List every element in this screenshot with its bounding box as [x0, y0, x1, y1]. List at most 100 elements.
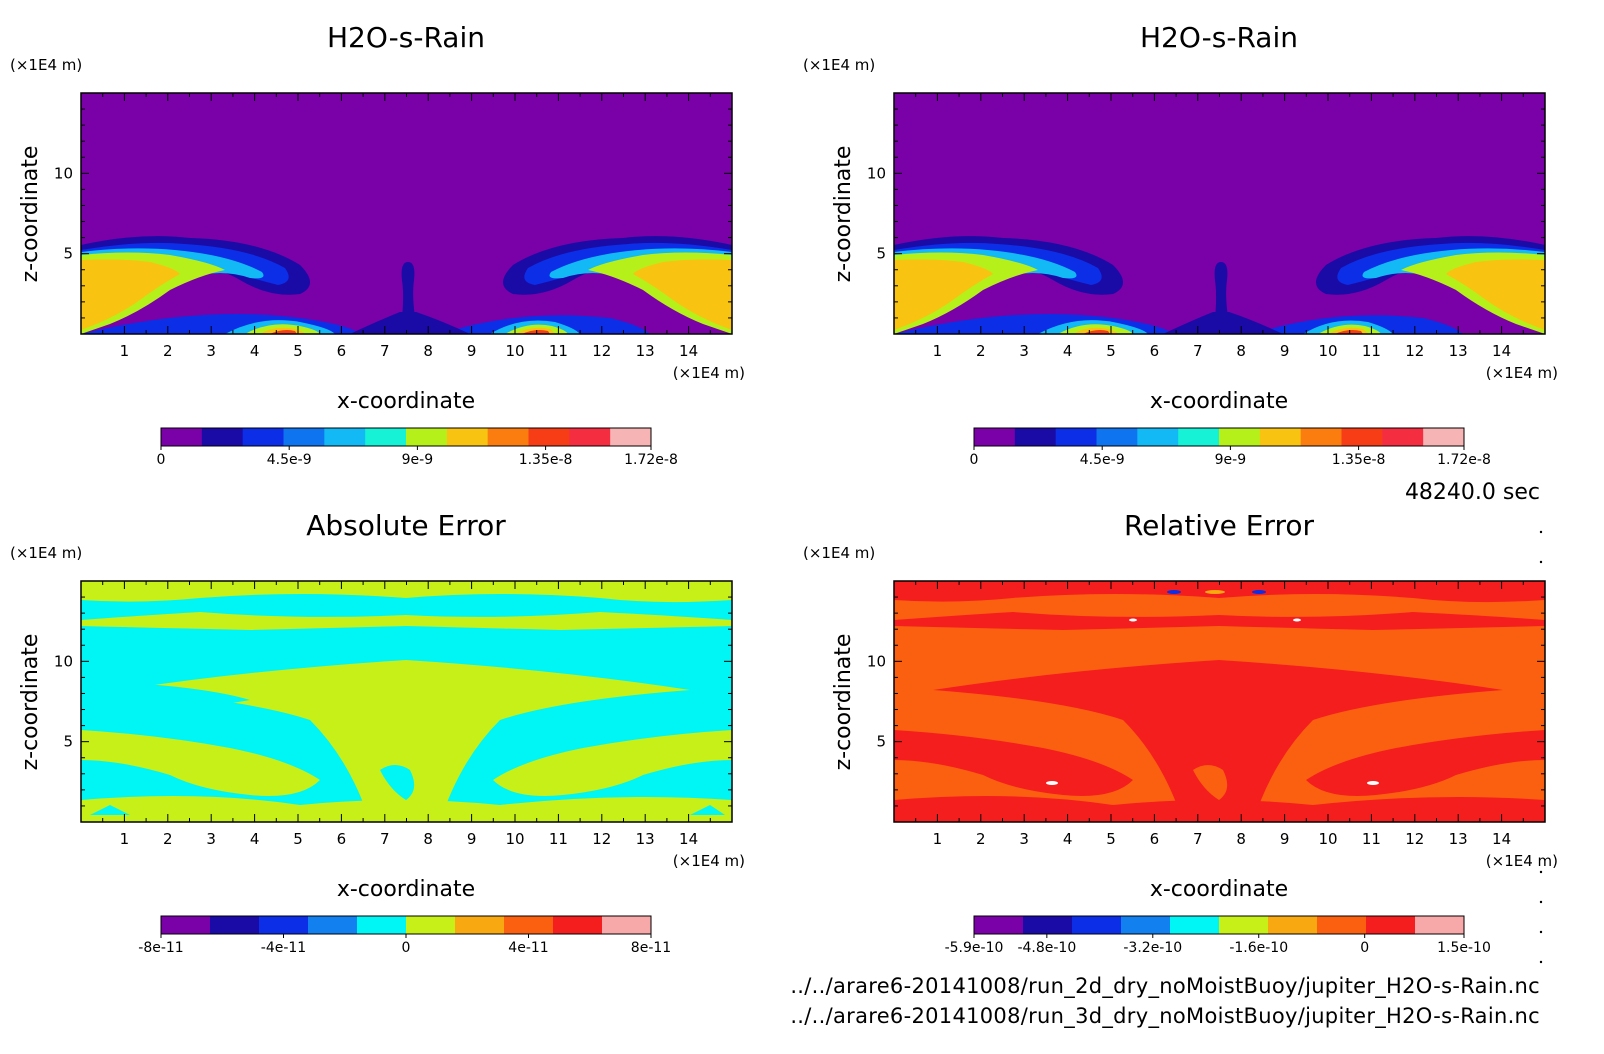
x-tick-label: 13: [1449, 830, 1468, 848]
x-tick-label: 14: [1492, 342, 1511, 360]
x-tick-label: 11: [549, 342, 568, 360]
x-tick-label: 9: [467, 830, 477, 848]
colorbar-swatch: [455, 916, 505, 934]
colorbar-swatch: [1219, 916, 1269, 934]
panel-4-xlabel: x-coordinate: [1150, 877, 1288, 902]
colorbar-label: 0: [970, 452, 979, 468]
x-tick-label: 12: [1405, 342, 1424, 360]
y-tick-label: 10: [867, 164, 886, 182]
panel-2-xlabel: x-coordinate: [1150, 389, 1288, 414]
panel-4-x-unit: (×1E4 m): [1486, 852, 1558, 870]
x-tick-label: 4: [250, 830, 260, 848]
x-tick-label: 6: [1150, 830, 1160, 848]
panel-1-field: [81, 93, 732, 334]
colorbar-swatch: [1259, 428, 1302, 446]
x-tick-label: 14: [679, 342, 698, 360]
panel-4-ylabel: z-coordinate: [831, 634, 856, 771]
panel-3-ylabel: z-coordinate: [18, 634, 43, 771]
x-tick-label: 12: [1405, 830, 1424, 848]
colorbar-swatch: [1268, 916, 1318, 934]
x-tick-label: 1: [120, 830, 130, 848]
colorbar-swatch: [324, 428, 366, 446]
x-tick-label: 11: [1362, 830, 1381, 848]
y-tick-label: 10: [867, 652, 886, 670]
edge-dots: [1539, 530, 1543, 964]
panel-4-field: [894, 581, 1545, 822]
colorbar-swatch: [308, 916, 358, 934]
colorbar-swatch: [357, 916, 407, 934]
x-tick-label: 5: [293, 830, 303, 848]
y-tick-label: 5: [63, 245, 73, 263]
colorbar-swatch: [1014, 428, 1057, 446]
colorbar-label: -4.8e-10: [1017, 940, 1076, 956]
colorbar-swatch: [242, 428, 284, 446]
colorbar-swatch: [1137, 428, 1179, 446]
x-tick-label: 8: [1236, 830, 1246, 848]
x-tick-label: 12: [592, 342, 611, 360]
file-path-1: ../../arare6-20141008/run_2d_dry_noMoist…: [790, 974, 1540, 998]
colorbar-label: 1.35e-8: [1332, 452, 1386, 468]
x-tick-label: 4: [250, 342, 260, 360]
colorbar-swatch: [1096, 428, 1138, 446]
colorbar-label: 1.35e-8: [519, 452, 573, 468]
panel-1-x-unit: (×1E4 m): [673, 364, 745, 382]
x-tick-label: 3: [1019, 830, 1029, 848]
panel-2-y-unit: (×1E4 m): [803, 56, 875, 74]
colorbar-swatch: [1055, 428, 1097, 446]
x-tick-label: 10: [1318, 342, 1337, 360]
x-tick-label: 3: [1019, 342, 1029, 360]
x-tick-label: 10: [1318, 830, 1337, 848]
x-tick-label: 11: [549, 830, 568, 848]
x-tick-label: 3: [206, 342, 216, 360]
x-tick-label: 8: [423, 830, 433, 848]
colorbar-label: -8e-11: [138, 940, 183, 956]
colorbar-frame: [973, 427, 1465, 447]
panel-1-y-unit: (×1E4 m): [10, 56, 82, 74]
x-tick-label: 7: [1193, 830, 1203, 848]
panel-1: H2O-s-Rain (×1E4 m): [10, 21, 745, 468]
colorbar-label: 4.5e-9: [1080, 452, 1125, 468]
colorbar-label: 9e-9: [402, 452, 433, 468]
x-tick-label: 1: [933, 342, 943, 360]
panel-1-xlabel: x-coordinate: [337, 389, 475, 414]
x-tick-label: 5: [293, 342, 303, 360]
colorbar-swatch: [1423, 428, 1465, 446]
x-tick-label: 6: [1150, 342, 1160, 360]
colorbar-swatch: [1366, 916, 1416, 934]
colorbar-swatch: [1170, 916, 1220, 934]
x-tick-label: 6: [337, 830, 347, 848]
panel-3-xlabel: x-coordinate: [337, 877, 475, 902]
colorbar-swatch: [446, 428, 489, 446]
colorbar-swatch: [553, 916, 603, 934]
x-tick-label: 1: [120, 342, 130, 360]
x-tick-label: 11: [1362, 342, 1381, 360]
y-tick-label: 5: [63, 733, 73, 751]
colorbar-frame: [973, 915, 1465, 935]
colorbar-label: -1.6e-10: [1229, 940, 1288, 956]
colorbar-swatch: [1121, 916, 1171, 934]
panel-4-title: Relative Error: [1124, 509, 1315, 542]
x-tick-label: 7: [380, 830, 390, 848]
colorbar-label: 1.72e-8: [1437, 452, 1491, 468]
x-tick-label: 4: [1063, 342, 1073, 360]
x-tick-label: 7: [1193, 342, 1203, 360]
x-tick-label: 4: [1063, 830, 1073, 848]
panel-1-title: H2O-s-Rain: [327, 21, 485, 54]
x-tick-label: 13: [636, 830, 655, 848]
panel-2: H2O-s-Rain (×1E4 m): [803, 21, 1558, 468]
x-tick-label: 2: [976, 342, 986, 360]
colorbar-swatch: [974, 916, 1024, 934]
colorbar-label: 1.5e-10: [1437, 940, 1491, 956]
colorbar-label: 0: [1360, 940, 1369, 956]
colorbar-swatch: [1072, 916, 1122, 934]
colorbar-label: -5.9e-10: [945, 940, 1004, 956]
y-tick-label: 5: [876, 733, 886, 751]
x-tick-label: 8: [1236, 342, 1246, 360]
x-tick-label: 1: [933, 830, 943, 848]
colorbar-swatch: [259, 916, 309, 934]
colorbar-label: 0: [157, 452, 166, 468]
x-tick-label: 6: [337, 342, 347, 360]
colorbar-label: -3.2e-10: [1123, 940, 1182, 956]
y-tick-label: 10: [54, 652, 73, 670]
